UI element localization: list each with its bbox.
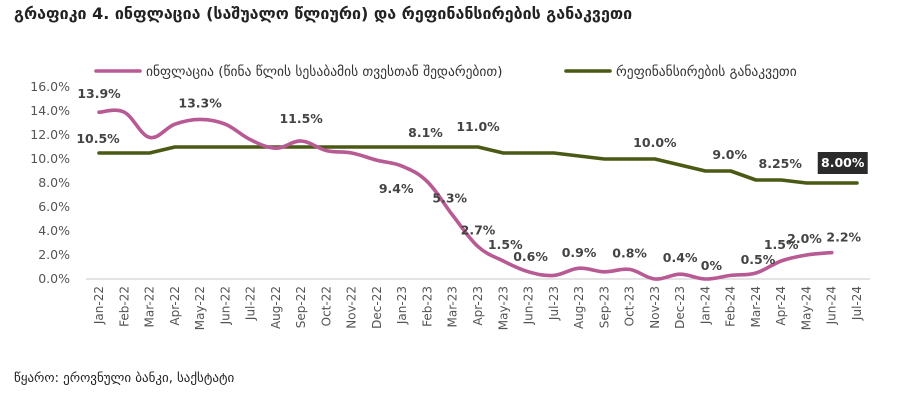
value-label: 10.5% (76, 131, 120, 146)
x-tick-label: Feb-23 (420, 286, 434, 327)
y-tick-label: 0.0% (38, 271, 70, 286)
value-label-box (817, 152, 868, 174)
value-label: 8.00% (821, 155, 865, 170)
x-tick-label: Jan-22 (92, 286, 106, 325)
chart-title: გრაფიკი 4. ინფლაცია (საშუალო წლიური) და … (14, 4, 633, 23)
x-tick-label: Oct-22 (319, 286, 333, 326)
source-note: წყარო: ეროვნული ბანკი, საქსტატი (14, 371, 235, 386)
value-label: 10.0% (633, 135, 677, 150)
value-label: 0.9% (562, 245, 597, 260)
legend-rate-label: რეფინანსირების განაკვეთი (616, 63, 797, 80)
value-label: 2.0% (787, 231, 822, 246)
data-labels: 13.9%13.3%9.4%5.3%2.7%1.5%0.6% 0.9% 0.8% 0.… (76, 86, 868, 273)
x-tick-label: Oct-23 (623, 286, 637, 326)
x-tick-label: Mar-22 (143, 286, 157, 327)
y-tick-label: 14.0% (30, 103, 70, 118)
x-tick-label: Feb-24 (724, 286, 738, 327)
x-tick-label: May-22 (193, 286, 207, 330)
y-tick-label: 10.0% (30, 151, 70, 166)
value-label: 2.2% (826, 230, 861, 245)
value-label: 9.4% (379, 181, 414, 196)
value-label: 8.25% (759, 156, 803, 171)
x-tick-label: Nov-22 (345, 286, 359, 329)
inflation-line (97, 108, 834, 281)
value-label: 0.4% (663, 250, 698, 265)
legend: ინფლაცია (წინა წლის სესაბამის თვესთან შე… (94, 63, 797, 80)
legend-inflation-label: ინფლაცია (წინა წლის სესაბამის თვესთან შე… (146, 63, 502, 80)
y-tick-label: 16.0% (30, 79, 70, 94)
y-axis: 0.0% 2.0% 4.0% 6.0% 8.0% 10.0% 12.0% 14.0% 16.0% (30, 79, 70, 286)
y-tick-label: 12.0% (30, 127, 70, 142)
x-tick-label: Jun-24 (825, 286, 839, 325)
x-tick-label: Mar-24 (749, 286, 763, 327)
y-tick-label: 6.0% (38, 199, 70, 214)
x-tick-label: Jul-24 (850, 286, 864, 321)
value-label: 11.0% (456, 119, 500, 134)
value-label: 0% (701, 258, 723, 273)
y-tick-label: 2.0% (38, 247, 70, 262)
x-tick-label: Jul-22 (244, 286, 258, 321)
x-tick-label: Mar-23 (446, 286, 460, 327)
value-label: 13.9% (77, 86, 121, 101)
x-tick-label: Aug-23 (572, 286, 586, 329)
value-label: 9.0% (712, 147, 747, 162)
x-tick-label: Sep-23 (597, 286, 611, 328)
x-tick-label: Apr-23 (471, 286, 485, 326)
x-tick-label: Feb-22 (117, 286, 131, 327)
value-label: 0.8% (612, 245, 647, 260)
value-label: 11.5% (279, 111, 323, 126)
value-label: 13.3% (178, 95, 222, 110)
x-tick-label: Jul-23 (547, 286, 561, 321)
x-tick-label: Jan-23 (395, 286, 409, 325)
x-tick-label: Sep-22 (294, 286, 308, 328)
x-tick-label: Jun-22 (218, 286, 232, 325)
x-tick-label: Apr-22 (168, 286, 182, 326)
value-label: 5.3% (432, 190, 467, 205)
x-tick-label: Apr-24 (774, 286, 788, 326)
x-tick-label: Aug-22 (269, 286, 283, 329)
value-label: 1.5% (488, 237, 523, 252)
value-label: 1.5% (764, 237, 799, 252)
x-tick-label: Dec-22 (370, 286, 384, 329)
x-tick-label: May-23 (496, 286, 510, 330)
x-axis: Jan-22 Feb-22 Mar-22 Apr-22 May-22 Jun-22 Jul-… (86, 278, 870, 330)
y-tick-label: 8.0% (38, 175, 70, 190)
x-tick-label: Jun-23 (522, 286, 536, 325)
x-tick-label: May-24 (799, 286, 813, 330)
refinancing-rate-line (97, 145, 859, 185)
series-lines (97, 108, 859, 281)
y-tick-label: 4.0% (38, 223, 70, 238)
x-tick-label: Jan-24 (698, 286, 712, 325)
value-label: 8.1% (408, 125, 443, 140)
x-tick-label: Dec-23 (673, 286, 687, 329)
value-label: 0.6% (513, 249, 548, 264)
value-label: 2.7% (461, 223, 496, 238)
x-tick-label: Nov-23 (648, 286, 662, 329)
value-label: 0.5% (741, 252, 776, 267)
